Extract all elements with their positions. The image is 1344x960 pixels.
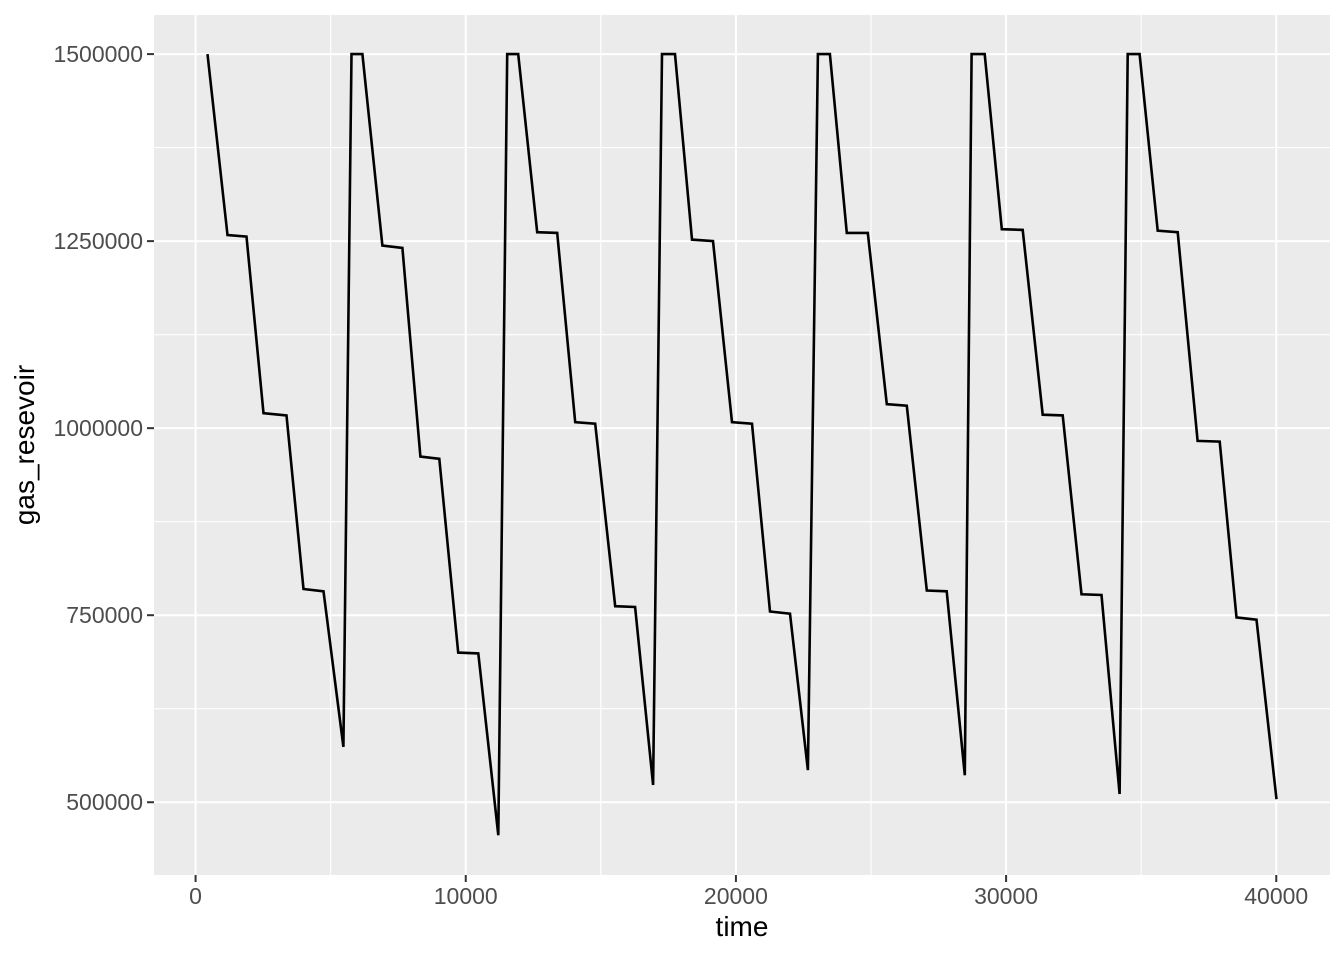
- y-tick-label: 1500000: [53, 41, 143, 67]
- y-tick-label: 1000000: [53, 415, 143, 441]
- x-tick-label: 0: [189, 883, 202, 909]
- panel-layer: [154, 15, 1330, 875]
- x-tick-label: 30000: [974, 883, 1038, 909]
- x-tick-label: 10000: [434, 883, 498, 909]
- x-tick-label: 40000: [1244, 883, 1308, 909]
- series-line: [206, 52, 1278, 836]
- y-axis-title: gas_resevoir: [9, 365, 40, 525]
- y-tick-label: 750000: [66, 602, 143, 628]
- x-tick-label: 20000: [704, 883, 768, 909]
- x-axis-title: time: [716, 911, 769, 942]
- axis-layer: 0 10000 20000 30000 40000 500000 750000 1000000…: [53, 41, 1308, 909]
- y-tick-label: 1250000: [53, 228, 143, 254]
- y-tick-label: 500000: [66, 789, 143, 815]
